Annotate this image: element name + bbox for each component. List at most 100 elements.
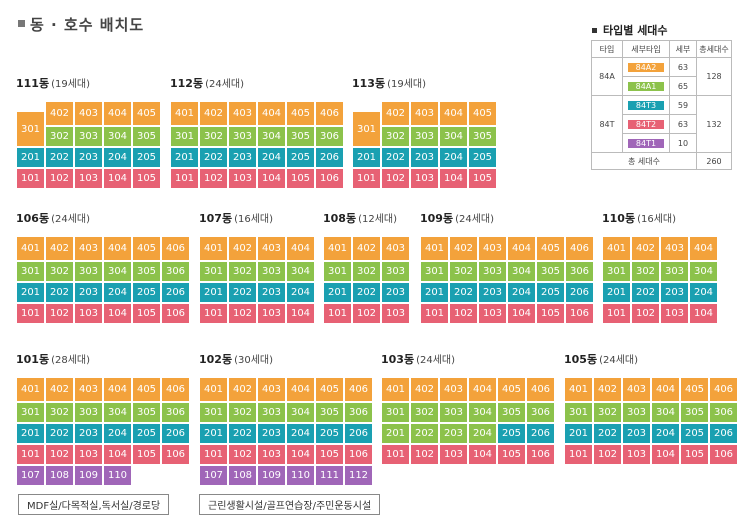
building-107-unit-402: 402 bbox=[228, 236, 257, 261]
building-103-unit-301: 301 bbox=[381, 402, 410, 423]
building-105-unit-106: 106 bbox=[709, 444, 738, 465]
building-112-unit-401: 401 bbox=[170, 101, 199, 126]
building-101-unit-106: 106 bbox=[161, 444, 190, 465]
building-unit-count: (19세대) bbox=[387, 79, 427, 90]
building-111-unit-102: 102 bbox=[45, 168, 74, 189]
building-109-unit-106: 106 bbox=[565, 303, 594, 324]
building-101-unit-110: 110 bbox=[103, 465, 132, 486]
building-107-unit-103: 103 bbox=[257, 303, 286, 324]
building-110-unit-303: 303 bbox=[660, 261, 689, 282]
building-108-unit-303: 303 bbox=[381, 261, 410, 282]
building-103-unit-202: 202 bbox=[410, 423, 439, 444]
legend-grand-total: 260 bbox=[696, 152, 732, 170]
building-101-unit-202: 202 bbox=[45, 423, 74, 444]
building-107-unit-203: 203 bbox=[257, 282, 286, 303]
legend-title: 타입별 세대수 bbox=[592, 22, 668, 38]
building-110-unit-102: 102 bbox=[631, 303, 660, 324]
building-105-unit-104: 104 bbox=[651, 444, 680, 465]
building-108-unit-103: 103 bbox=[381, 303, 410, 324]
legend-header-type: 타입 bbox=[591, 40, 623, 58]
legend-type-84t: 84T bbox=[591, 95, 623, 153]
building-name: 103동 bbox=[381, 353, 415, 366]
building-101-unit-402: 402 bbox=[45, 377, 74, 402]
building-113-label: 113동 (19세대) bbox=[352, 75, 426, 91]
building-113-unit-402: 402 bbox=[381, 101, 410, 126]
building-unit-count: (24세대) bbox=[51, 214, 91, 225]
building-102-unit-404: 404 bbox=[286, 377, 315, 402]
building-name: 105동 bbox=[564, 353, 598, 366]
building-105-unit-203: 203 bbox=[622, 423, 651, 444]
building-112-label: 112동 (24세대) bbox=[170, 75, 244, 91]
building-111-unit-301: 301 bbox=[16, 111, 45, 147]
building-109-unit-204: 204 bbox=[507, 282, 536, 303]
building-110-label: 110동 (16세대) bbox=[602, 210, 676, 226]
building-107-unit-304: 304 bbox=[286, 261, 315, 282]
building-102-unit-107: 107 bbox=[199, 465, 228, 486]
building-110-unit-403: 403 bbox=[660, 236, 689, 261]
building-102-unit-306: 306 bbox=[344, 402, 373, 423]
building-103-unit-303: 303 bbox=[439, 402, 468, 423]
building-108-unit-301: 301 bbox=[323, 261, 352, 282]
legend-title-text: 타입별 세대수 bbox=[603, 24, 668, 37]
building-name: 113동 bbox=[352, 77, 386, 90]
building-105-unit-305: 305 bbox=[680, 402, 709, 423]
building-109-unit-104: 104 bbox=[507, 303, 536, 324]
building-112-unit-205: 205 bbox=[286, 147, 315, 168]
building-102-unit-111: 111 bbox=[315, 465, 344, 486]
building-109-unit-206: 206 bbox=[565, 282, 594, 303]
legend-grand-label: 총 세대수 bbox=[591, 152, 697, 170]
building-110-unit-101: 101 bbox=[602, 303, 631, 324]
building-103-unit-104: 104 bbox=[468, 444, 497, 465]
building-102-unit-304: 304 bbox=[286, 402, 315, 423]
building-111-unit-405: 405 bbox=[132, 101, 161, 126]
building-110-unit-204: 204 bbox=[689, 282, 718, 303]
legend-sub-84t3: 84T3 bbox=[628, 100, 664, 110]
building-103-unit-405: 405 bbox=[497, 377, 526, 402]
building-103-unit-302: 302 bbox=[410, 402, 439, 423]
building-102-unit-112: 112 bbox=[344, 465, 373, 486]
building-103-unit-306: 306 bbox=[526, 402, 555, 423]
building-113-unit-303: 303 bbox=[410, 126, 439, 147]
building-109-unit-105: 105 bbox=[536, 303, 565, 324]
building-106-unit-305: 305 bbox=[132, 261, 161, 282]
building-110-unit-202: 202 bbox=[631, 282, 660, 303]
building-102-unit-105: 105 bbox=[315, 444, 344, 465]
building-109-unit-201: 201 bbox=[420, 282, 449, 303]
building-106-unit-204: 204 bbox=[103, 282, 132, 303]
building-109-unit-203: 203 bbox=[478, 282, 507, 303]
building-110-unit-301: 301 bbox=[602, 261, 631, 282]
building-111-unit-105: 105 bbox=[132, 168, 161, 189]
building-113-unit-204: 204 bbox=[439, 147, 468, 168]
building-101-unit-203: 203 bbox=[74, 423, 103, 444]
building-112-unit-302: 302 bbox=[199, 126, 228, 147]
building-106-label: 106동 (24세대) bbox=[16, 210, 90, 226]
building-107-unit-204: 204 bbox=[286, 282, 315, 303]
legend-header-count: 세부 bbox=[669, 40, 697, 58]
building-105-unit-303: 303 bbox=[622, 402, 651, 423]
building-110-unit-203: 203 bbox=[660, 282, 689, 303]
building-112-unit-204: 204 bbox=[257, 147, 286, 168]
building-name: 109동 bbox=[420, 212, 454, 225]
building-107-unit-302: 302 bbox=[228, 261, 257, 282]
building-105-unit-102: 102 bbox=[593, 444, 622, 465]
building-102-unit-203: 203 bbox=[257, 423, 286, 444]
building-101-unit-102: 102 bbox=[45, 444, 74, 465]
building-103-unit-101: 101 bbox=[381, 444, 410, 465]
building-110-unit-404: 404 bbox=[689, 236, 718, 261]
building-103-unit-103: 103 bbox=[439, 444, 468, 465]
building-112-unit-402: 402 bbox=[199, 101, 228, 126]
building-112-unit-304: 304 bbox=[257, 126, 286, 147]
building-103-unit-205: 205 bbox=[497, 423, 526, 444]
building-name: 108동 bbox=[323, 212, 357, 225]
legend-sub-cell: 84A1 bbox=[622, 76, 670, 96]
building-107-unit-303: 303 bbox=[257, 261, 286, 282]
legend-sub-cell: 84T3 bbox=[622, 95, 670, 115]
building-112-unit-403: 403 bbox=[228, 101, 257, 126]
building-109-unit-301: 301 bbox=[420, 261, 449, 282]
building-106-unit-106: 106 bbox=[161, 303, 190, 324]
legend-sub-cell: 84T2 bbox=[622, 114, 670, 134]
building-101-unit-401: 401 bbox=[16, 377, 45, 402]
building-113-unit-305: 305 bbox=[468, 126, 497, 147]
building-102-unit-403: 403 bbox=[257, 377, 286, 402]
legend-type-84a: 84A bbox=[591, 57, 623, 96]
